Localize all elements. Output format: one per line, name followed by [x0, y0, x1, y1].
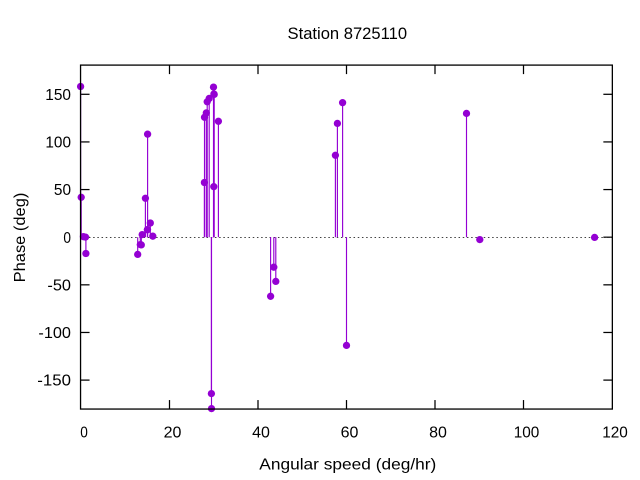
- svg-text:150: 150: [45, 87, 71, 104]
- svg-text:0: 0: [80, 424, 88, 441]
- svg-text:20: 20: [164, 424, 182, 441]
- svg-text:-50: -50: [47, 277, 71, 294]
- svg-text:40: 40: [252, 424, 270, 441]
- svg-text:60: 60: [341, 424, 359, 441]
- svg-text:Station 8725110: Station 8725110: [288, 24, 408, 43]
- svg-text:80: 80: [429, 424, 447, 441]
- svg-text:120: 120: [602, 424, 628, 441]
- svg-text:100: 100: [514, 424, 540, 441]
- svg-text:-150: -150: [37, 373, 71, 390]
- svg-text:Phase (deg): Phase (deg): [12, 193, 29, 283]
- svg-text:Angular speed (deg/hr): Angular speed (deg/hr): [259, 456, 436, 473]
- svg-text:0: 0: [63, 230, 71, 247]
- svg-text:50: 50: [54, 182, 71, 199]
- svg-text:100: 100: [45, 135, 71, 152]
- svg-text:-100: -100: [38, 325, 71, 342]
